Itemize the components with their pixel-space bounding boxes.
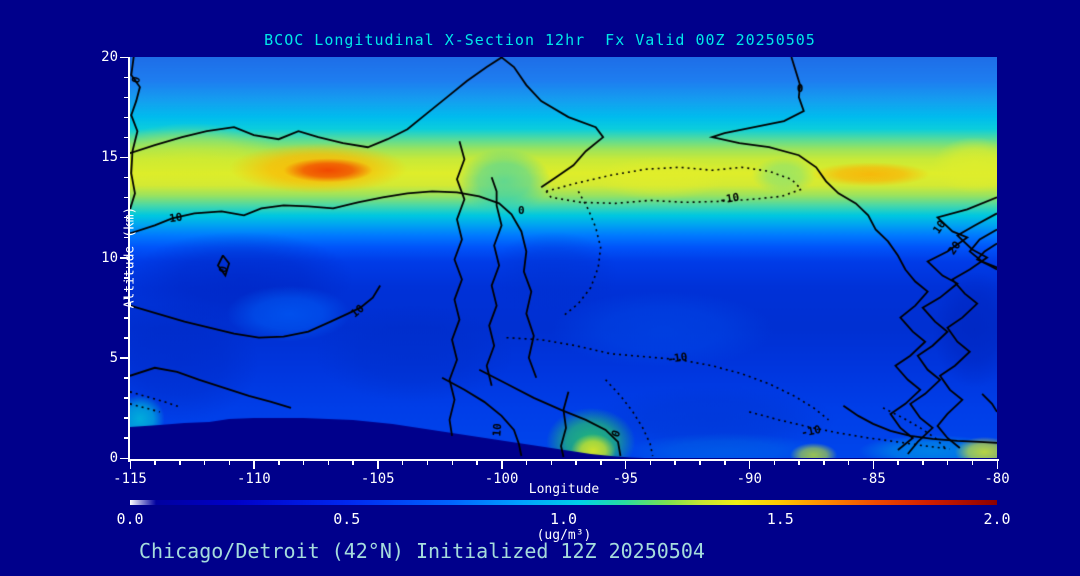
chart-title: BCOC Longitudinal X-Section 12hr Fx Vali… <box>264 31 816 49</box>
y-tick-minor <box>124 176 128 179</box>
y-tick-label: 5 <box>109 349 118 366</box>
y-tick-minor <box>124 236 128 239</box>
x-tick-minor <box>773 460 776 465</box>
y-tick-minor <box>124 96 128 99</box>
y-tick-minor <box>124 377 128 379</box>
x-tick-minor <box>352 460 354 465</box>
colorbar-tick-label: 0.0 <box>116 510 144 528</box>
x-tick-label: -90 <box>736 471 762 487</box>
y-tick-minor <box>124 397 128 399</box>
y-axis-line <box>128 57 130 462</box>
x-tick-minor <box>971 460 974 465</box>
x-tick-minor <box>550 460 553 465</box>
x-tick-major <box>377 460 379 469</box>
x-tick-major <box>996 460 998 469</box>
contour-field-canvas <box>130 57 997 458</box>
y-tick-label: 10 <box>101 249 118 266</box>
y-tick-major <box>120 156 128 159</box>
x-tick-label: -110 <box>236 471 271 487</box>
x-tick-minor <box>179 460 181 465</box>
y-tick-minor <box>124 337 128 339</box>
x-tick-minor <box>674 460 676 465</box>
colorbar-unit-label: (ug/m³) <box>536 528 592 543</box>
x-axis-title: Longitude <box>528 482 600 497</box>
x-tick-minor <box>897 460 899 465</box>
y-tick-major <box>120 56 128 58</box>
x-tick-label: -80 <box>984 471 1010 487</box>
x-tick-major <box>624 460 627 469</box>
x-tick-label: -115 <box>113 471 147 487</box>
colorbar-tick-label: 2.0 <box>983 510 1011 528</box>
colorbar-tick-label: 1.5 <box>766 510 794 528</box>
x-tick-label: -100 <box>484 471 519 487</box>
y-tick-minor <box>124 116 128 119</box>
x-tick-major <box>129 460 131 469</box>
x-tick-minor <box>327 460 330 465</box>
y-tick-minor <box>124 297 128 299</box>
x-tick-minor <box>302 460 305 465</box>
y-tick-minor <box>124 417 128 419</box>
x-tick-minor <box>575 460 577 465</box>
y-tick-minor <box>124 136 128 139</box>
x-tick-minor <box>699 460 701 465</box>
x-tick-minor <box>724 460 726 465</box>
x-tick-minor <box>922 460 924 465</box>
x-tick-label: -105 <box>360 471 395 487</box>
y-tick-label: 0 <box>109 450 118 466</box>
colorbar-gradient <box>130 500 997 505</box>
x-tick-minor <box>451 460 454 465</box>
x-tick-major <box>253 460 255 469</box>
x-axis-line <box>128 459 999 461</box>
y-tick-minor <box>124 76 128 79</box>
y-tick-major <box>120 457 128 459</box>
x-tick-label: -85 <box>860 471 886 487</box>
x-tick-minor <box>203 460 206 465</box>
x-tick-minor <box>798 460 800 465</box>
x-tick-minor <box>228 460 231 465</box>
x-tick-label: -95 <box>612 471 639 487</box>
x-tick-minor <box>476 460 478 465</box>
y-tick-minor <box>124 216 128 219</box>
x-tick-minor <box>525 460 528 465</box>
y-tick-minor <box>124 277 128 279</box>
x-tick-minor <box>154 460 156 465</box>
x-tick-minor <box>847 460 850 465</box>
y-tick-label: 15 <box>101 149 118 166</box>
footer-caption: Chicago/Detroit (42°N) Initialized 12Z 2… <box>139 539 705 563</box>
x-tick-minor <box>649 460 652 465</box>
x-tick-minor <box>426 460 429 465</box>
x-tick-major <box>872 460 875 469</box>
y-tick-major <box>120 257 128 259</box>
y-tick-minor <box>124 317 128 319</box>
colorbar-tick-label: 1.0 <box>549 510 578 528</box>
y-tick-minor <box>124 437 128 439</box>
x-tick-minor <box>278 460 280 465</box>
x-tick-major <box>501 460 503 469</box>
colorbar-tick-label: 0.5 <box>333 510 361 528</box>
x-tick-major <box>748 460 751 469</box>
x-tick-minor <box>946 460 949 465</box>
x-tick-minor <box>600 460 602 465</box>
x-tick-minor <box>401 460 404 465</box>
y-tick-minor <box>124 196 128 199</box>
x-tick-minor <box>823 460 825 465</box>
y-tick-label: 20 <box>101 49 118 65</box>
y-tick-major <box>120 357 128 359</box>
